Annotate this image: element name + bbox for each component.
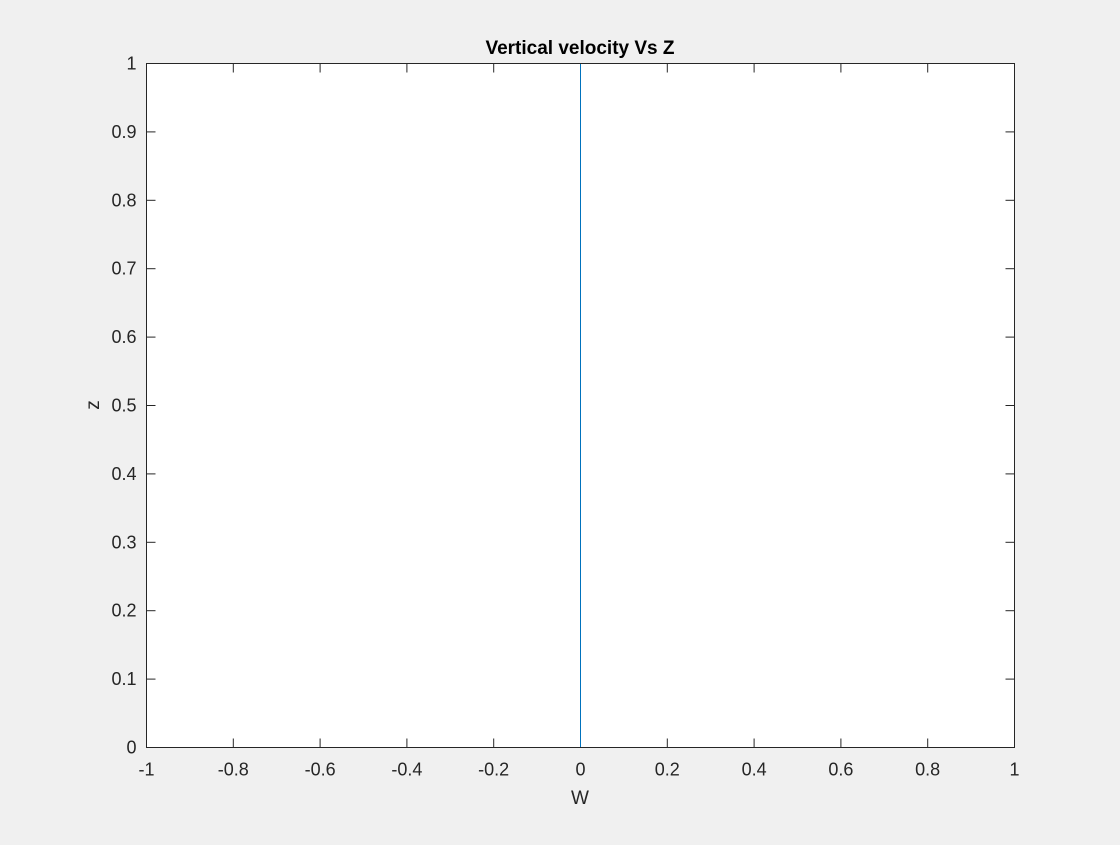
x-tick-label: 0.4 — [742, 760, 767, 780]
x-axis-label: W — [571, 788, 589, 809]
x-tick-label: 0.6 — [828, 760, 853, 780]
y-tick-label: 0 — [126, 738, 136, 758]
y-axis-label: z — [83, 400, 104, 410]
x-tick-label: 1 — [1009, 760, 1019, 780]
x-tick-label: 0.2 — [655, 760, 680, 780]
y-tick-label: 0.5 — [111, 396, 136, 416]
y-tick-label: 0.8 — [111, 190, 136, 210]
plot-frame — [146, 63, 1015, 748]
y-tick-label: 0.9 — [111, 122, 136, 142]
x-tick-label: -0.2 — [478, 760, 509, 780]
y-tick-label: 0.2 — [111, 601, 136, 621]
tick-labels: -1 -0.8 -0.6 -0.4 -0.2 0 0.2 0.4 0.6 0.8 1 0 0.1 0.2 0… — [111, 54, 1019, 780]
y-tick-label: 0.1 — [111, 669, 136, 689]
chart-title: Vertical velocity Vs Z — [485, 38, 674, 59]
y-tick-label: 1 — [126, 54, 136, 74]
y-tick-label: 0.6 — [111, 327, 136, 347]
x-tick-label: 0.8 — [915, 760, 940, 780]
x-tick-label: -0.6 — [305, 760, 336, 780]
x-tick-label: 0 — [575, 760, 585, 780]
x-tick-label: -0.8 — [218, 760, 249, 780]
x-tick-label: -0.4 — [391, 760, 422, 780]
y-tick-label: 0.3 — [111, 532, 136, 552]
y-tick-label: 0.4 — [111, 464, 136, 484]
x-tick-label: -1 — [138, 760, 154, 780]
y-tick-label: 0.7 — [111, 259, 136, 279]
